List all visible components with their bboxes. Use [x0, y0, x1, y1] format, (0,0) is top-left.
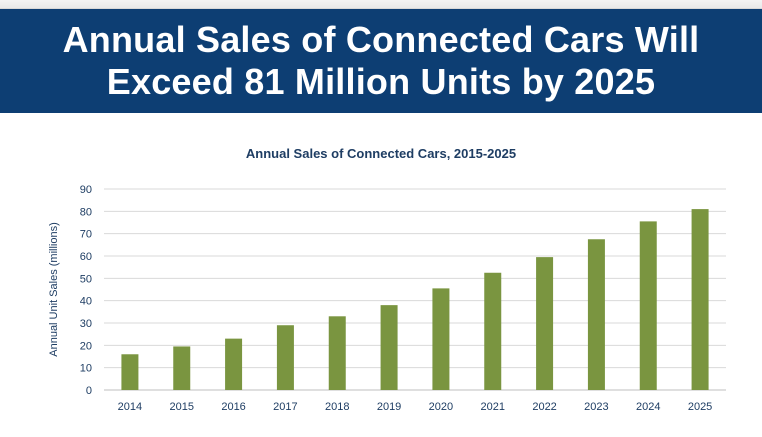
bars [121, 209, 709, 390]
y-tick-label: 40 [80, 296, 92, 308]
bar-2016 [225, 338, 243, 390]
gridlines [104, 188, 726, 391]
x-tick-label: 2020 [429, 401, 453, 413]
x-axis-ticks: 2014 2015 2016 2017 2018 2019 2020 2021 2022 2023… [118, 401, 713, 413]
y-tick-label: 80 [80, 206, 92, 218]
x-tick-label: 2017 [273, 401, 297, 413]
y-tick-label: 70 [80, 229, 92, 241]
x-tick-label: 2015 [170, 401, 194, 413]
banner-title-line-1: Annual Sales of Connected Cars Will [62, 19, 700, 60]
x-tick-label: 2014 [118, 401, 142, 413]
x-tick-label: 2016 [221, 401, 245, 413]
y-tick-label: 60 [80, 251, 92, 263]
bar-2017 [276, 325, 294, 390]
y-tick-label: 20 [80, 340, 92, 352]
banner-title-line-2: Exceed 81 Million Units by 2025 [106, 61, 656, 102]
bar-2019 [380, 305, 398, 390]
y-tick-label: 30 [80, 318, 92, 330]
x-tick-label: 2022 [532, 401, 556, 413]
x-tick-label: 2019 [377, 401, 401, 413]
bar-2015 [173, 346, 191, 390]
bar-2021 [484, 272, 502, 390]
x-tick-label: 2024 [636, 401, 660, 413]
y-axis-title: Annual Unit Sales (millions) [48, 222, 60, 357]
x-tick-label: 2025 [688, 401, 712, 413]
bar-2020 [432, 288, 450, 390]
x-tick-label: 2018 [325, 401, 349, 413]
top-strip [0, 0, 762, 9]
y-tick-label: 50 [80, 273, 92, 285]
bar-2023 [587, 239, 605, 390]
y-axis-ticks: 0 10 20 30 40 50 60 70 80 90 [80, 184, 92, 397]
title-banner: Annual Sales of Connected Cars Will Exce… [0, 9, 762, 113]
y-tick-label: 0 [86, 385, 92, 397]
bar-2025 [691, 209, 709, 390]
y-tick-label: 10 [80, 363, 92, 375]
x-tick-label: 2023 [584, 401, 608, 413]
bar-2018 [328, 316, 346, 390]
bar-2022 [536, 257, 554, 390]
bar-2024 [639, 221, 657, 390]
chart-title: Annual Sales of Connected Cars, 2015-202… [245, 146, 517, 161]
y-tick-label: 90 [80, 184, 92, 196]
x-tick-label: 2021 [481, 401, 505, 413]
bar-2014 [121, 354, 139, 390]
